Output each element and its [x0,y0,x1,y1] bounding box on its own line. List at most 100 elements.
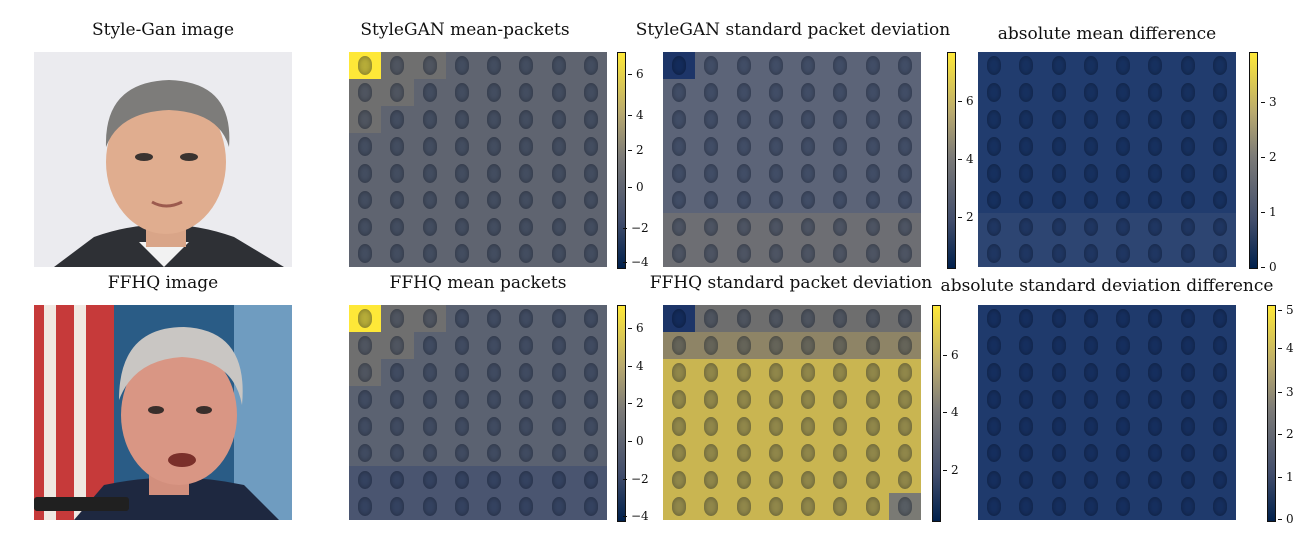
packet-tile [1042,331,1075,359]
packet-tile [413,105,446,133]
packet-tile [1171,466,1204,494]
packet-tile [1107,240,1140,267]
packet-tile [888,159,921,187]
packet-tile [478,52,511,79]
stylegan-std-tick: 4 [958,152,974,166]
packet-tile [727,105,760,133]
packet-tile [759,331,792,359]
packet-tile [824,466,857,494]
packet-tile [759,105,792,133]
packet-tile [759,132,792,160]
packet-tile [695,358,728,386]
packet-tile [381,358,414,386]
packet-tile [1107,331,1140,359]
packet-tile [478,186,511,214]
packet-tile [413,439,446,467]
packet-tile [1042,186,1075,214]
packet-tile [888,412,921,440]
packet-tile [792,412,825,440]
packet-tile [1203,439,1236,467]
packet-tile [759,439,792,467]
packet-tile [1139,159,1172,187]
packet-tile [759,213,792,241]
packet-tile [574,159,607,187]
packet-tile [1203,52,1236,79]
ffhq-mean-tick: −2 [623,472,649,486]
packet-tile [792,240,825,267]
packet-tile [445,78,478,106]
packet-tile [349,213,382,241]
packet-tile [445,132,478,160]
packet-tile [413,240,446,267]
packet-tile [727,78,760,106]
ffhq-std-tick: 4 [943,405,959,419]
packet-tile [695,78,728,106]
top-std-title: StyleGAN standard packet deviation [635,20,951,40]
packet-tile [478,493,511,520]
packet-tile [824,358,857,386]
packet-tile [1139,493,1172,520]
packet-tile [1107,213,1140,241]
packet-tile [1074,78,1107,106]
packet-tile [792,385,825,413]
packet-tile [1074,466,1107,494]
packet-tile [1010,412,1043,440]
packet-tile [1107,439,1140,467]
packet-tile [1107,493,1140,520]
packet-tile [1010,305,1043,332]
packet-tile [824,439,857,467]
packet-tile [1107,412,1140,440]
packet-tile [381,439,414,467]
packet-tile [478,358,511,386]
packet-tile [727,213,760,241]
packet-tile [1139,78,1172,106]
packet-tile [574,412,607,440]
packet-tile [510,186,543,214]
packet-tile [978,412,1011,440]
packet-tile [695,493,728,520]
packet-tile [888,305,921,332]
packet-tile [1042,159,1075,187]
packet-tile [349,159,382,187]
packet-tile [695,385,728,413]
packet-tile [888,439,921,467]
packet-tile [381,159,414,187]
packet-tile [1171,240,1204,267]
packet-tile [1171,186,1204,214]
packet-tile [792,105,825,133]
packet-tile [759,493,792,520]
packet-tile [574,358,607,386]
packet-tile [1074,132,1107,160]
packet-tile [792,213,825,241]
packet-tile [510,213,543,241]
packet-tile [413,213,446,241]
packet-tile [1139,358,1172,386]
packet-tile [413,466,446,494]
packet-tile [478,105,511,133]
packet-tile [759,466,792,494]
packet-tile [856,240,889,267]
packet-tile [978,52,1011,79]
packet-tile [1203,493,1236,520]
packet-tile [510,466,543,494]
packet-tile [542,105,575,133]
bottom-mean-title: FFHQ mean packets [389,273,567,293]
packet-tile [349,132,382,160]
stylegan-face-photo [34,52,292,267]
packet-tile [445,439,478,467]
packet-tile [792,305,825,332]
packet-tile [978,358,1011,386]
packet-tile [1139,132,1172,160]
packet-tile [445,305,478,332]
packet-tile [695,213,728,241]
packet-tile [542,439,575,467]
packet-tile [824,52,857,79]
ffhq-mean-packets-heatmap [349,305,607,520]
packet-tile [1203,213,1236,241]
packet-tile [1171,305,1204,332]
packet-tile [445,331,478,359]
packet-tile [574,331,607,359]
packet-tile [888,105,921,133]
packet-tile [381,52,414,79]
std-difference-tick: 3 [1278,385,1294,399]
